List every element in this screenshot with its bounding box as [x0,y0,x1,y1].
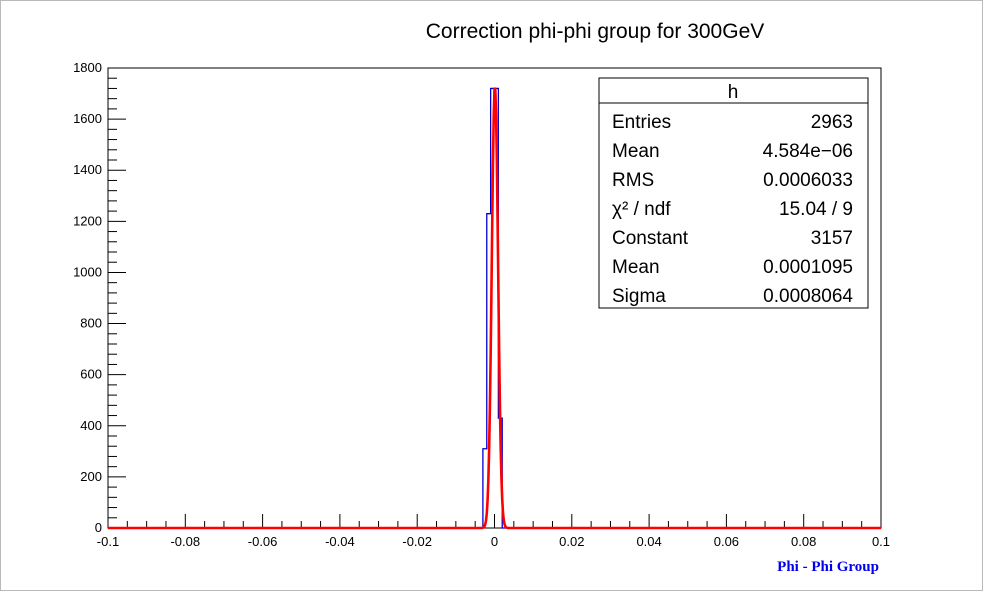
x-tick-label: 0.1 [872,534,890,549]
stats-box: h Entries 2963 Mean 4.584e−06 RMS 0.0006033 χ²… [598,77,869,309]
stats-row-value: 0.0001095 [763,257,853,278]
stats-box-frame [598,77,869,309]
stats-row-label: χ² / ndf [612,199,671,220]
y-tick-label: 1000 [73,264,102,279]
gaussian-fit-series [107,87,882,530]
stats-rows: Entries 2963 Mean 4.584e−06 RMS 0.0006033 χ² /… [612,112,853,307]
stats-row-value: 2963 [811,112,853,133]
stats-row-value: 15.04 / 9 [779,199,853,220]
histogram-series [108,87,881,529]
stats-row-label: Mean [612,141,660,162]
x-tick-label: 0.06 [714,534,739,549]
stats-row-value: 0.0008064 [763,286,853,307]
x-tick-label: -0.04 [325,534,355,549]
stats-row-label: RMS [612,170,654,191]
x-axis-label: Phi - Phi Group [777,559,879,575]
chart-title: Correction phi-phi group for 300GeV [426,20,765,43]
stats-row-label: Entries [612,112,671,133]
x-tick-label: 0.02 [559,534,584,549]
x-tick-label: 0.04 [636,534,661,549]
stats-row-value: 3157 [811,228,853,249]
x-tick-label: 0 [491,534,498,549]
y-tick-label: 1800 [73,60,102,75]
y-axis: 0 200 400 600 800 1000 1200 1400 1600 1800 [73,60,126,535]
x-tick-label: 0.08 [791,534,816,549]
y-tick-label: 600 [80,367,102,382]
y-tick-label: 1400 [73,162,102,177]
stats-row-value: 0.0006033 [763,170,853,191]
stats-row-value: 4.584e−06 [763,141,853,162]
stats-row-label: Mean [612,257,660,278]
histogram-outline [108,87,881,529]
x-tick-label: -0.06 [248,534,278,549]
y-tick-label: 200 [80,469,102,484]
y-tick-label: 400 [80,418,102,433]
y-tick-label: 1200 [73,213,102,228]
stats-row-label: Constant [612,228,689,249]
y-tick-label: 800 [80,316,102,331]
stats-box-title: h [728,82,739,103]
x-tick-label: -0.02 [402,534,432,549]
stats-row-label: Sigma [612,286,666,307]
y-tick-label: 1600 [73,111,102,126]
fit-curve [107,87,882,530]
x-axis: -0.1 -0.08 -0.06 -0.04 -0.02 0 0.02 0.04 0.06 0.0… [97,514,890,549]
x-tick-label: -0.1 [97,534,119,549]
x-tick-label: -0.08 [170,534,200,549]
y-tick-label: 0 [95,520,102,535]
